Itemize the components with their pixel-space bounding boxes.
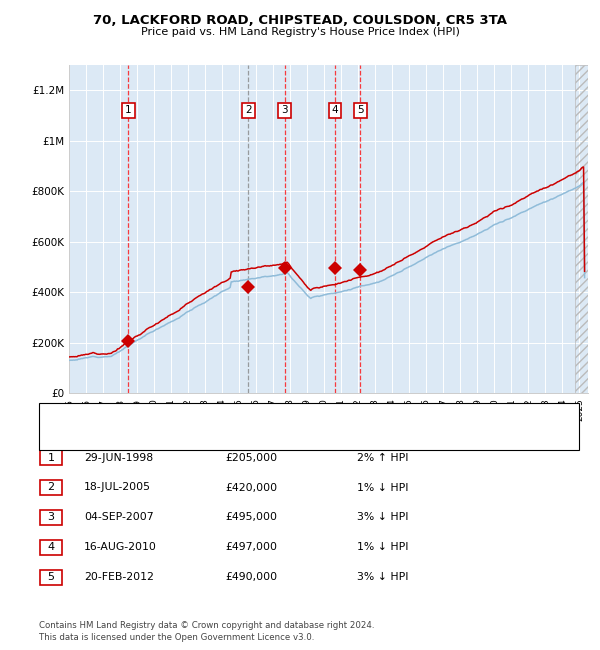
FancyBboxPatch shape [40,480,62,495]
FancyBboxPatch shape [40,510,62,525]
Text: 70, LACKFORD ROAD, CHIPSTEAD, COULSDON, CR5 3TA: 70, LACKFORD ROAD, CHIPSTEAD, COULSDON, … [93,14,507,27]
Text: 4: 4 [47,542,55,552]
FancyBboxPatch shape [40,450,62,465]
Text: 29-JUN-1998: 29-JUN-1998 [84,452,153,463]
Text: Contains HM Land Registry data © Crown copyright and database right 2024.
This d: Contains HM Land Registry data © Crown c… [39,621,374,642]
Text: 16-AUG-2010: 16-AUG-2010 [84,542,157,552]
Text: £495,000: £495,000 [225,512,277,523]
Text: 3% ↓ HPI: 3% ↓ HPI [357,512,409,523]
Text: HPI: Average price, detached house, Reigate and Banstead: HPI: Average price, detached house, Reig… [90,432,379,442]
Text: 5: 5 [357,105,364,116]
Text: 3: 3 [281,105,288,116]
Text: 18-JUL-2005: 18-JUL-2005 [84,482,151,493]
Text: 4: 4 [331,105,338,116]
Text: Price paid vs. HM Land Registry's House Price Index (HPI): Price paid vs. HM Land Registry's House … [140,27,460,37]
Text: 20-FEB-2012: 20-FEB-2012 [84,572,154,582]
Text: £497,000: £497,000 [225,542,277,552]
Text: 3: 3 [47,512,55,523]
FancyBboxPatch shape [40,540,62,555]
Text: 5: 5 [47,572,55,582]
Text: 04-SEP-2007: 04-SEP-2007 [84,512,154,523]
Text: 1: 1 [125,105,131,116]
Text: 1% ↓ HPI: 1% ↓ HPI [357,482,409,493]
Text: 2: 2 [245,105,251,116]
Text: 2% ↑ HPI: 2% ↑ HPI [357,452,409,463]
Text: 3% ↓ HPI: 3% ↓ HPI [357,572,409,582]
Text: 2: 2 [47,482,55,493]
Text: 1: 1 [47,452,55,463]
Text: £205,000: £205,000 [225,452,277,463]
Text: 70, LACKFORD ROAD, CHIPSTEAD, COULSDON, CR5 3TA (detached house): 70, LACKFORD ROAD, CHIPSTEAD, COULSDON, … [90,413,454,424]
FancyBboxPatch shape [40,569,62,585]
Text: 1% ↓ HPI: 1% ↓ HPI [357,542,409,552]
Text: £420,000: £420,000 [225,482,277,493]
Text: £490,000: £490,000 [225,572,277,582]
